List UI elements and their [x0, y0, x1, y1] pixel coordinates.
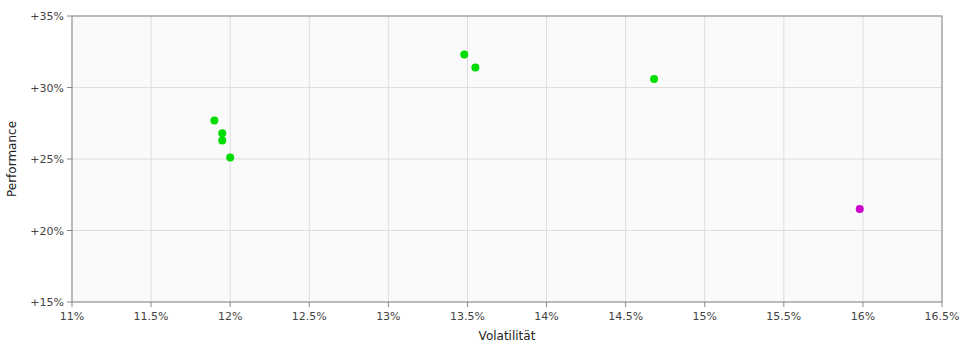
x-tick: [467, 302, 468, 307]
y-tick-label: +25%: [30, 153, 64, 166]
scatter-point: [471, 63, 479, 71]
scatter-point: [460, 51, 468, 59]
x-tick-label: 16.5%: [925, 310, 960, 323]
y-tick: [67, 159, 72, 160]
x-tick: [309, 302, 310, 307]
y-grid-line: [72, 87, 942, 88]
scatter-point: [650, 75, 658, 83]
x-tick: [151, 302, 152, 307]
x-tick: [862, 302, 863, 307]
x-tick: [230, 302, 231, 307]
y-tick: [67, 87, 72, 88]
x-tick-label: 11%: [60, 310, 84, 323]
scatter-point: [856, 205, 864, 213]
x-tick: [625, 302, 626, 307]
y-tick-label: +15%: [30, 296, 64, 309]
x-tick: [72, 302, 73, 307]
y-grid-line: [72, 159, 942, 160]
x-tick-label: 12.5%: [292, 310, 327, 323]
x-tick-label: 13%: [376, 310, 400, 323]
x-tick-label: 16%: [851, 310, 875, 323]
scatter-point: [218, 136, 226, 144]
y-tick-label: +35%: [30, 10, 64, 23]
data-points: [210, 51, 863, 213]
chart-container: 11% 11.5% 12% 12.5% 13% 13.5% 14% 14.5% 15% 15.5%…: [0, 0, 966, 350]
series: [856, 205, 864, 213]
scatter-point: [226, 154, 234, 162]
tick-labels: 11% 11.5% 12% 12.5% 13% 13.5% 14% 14.5% 15% 15.5%…: [30, 10, 959, 323]
series: [210, 51, 658, 162]
y-axis-label: Performance: [5, 121, 19, 197]
y-tick: [67, 16, 72, 17]
y-tick: [67, 230, 72, 231]
scatter-point: [218, 129, 226, 137]
y-tick: [67, 302, 72, 303]
x-tick: [942, 302, 943, 307]
x-tick-label: 12%: [218, 310, 242, 323]
x-tick-label: 14.5%: [608, 310, 643, 323]
x-tick: [704, 302, 705, 307]
y-grid-line: [72, 230, 942, 231]
y-tick-label: +30%: [30, 82, 64, 95]
grid: [72, 16, 942, 302]
x-tick-label: 11.5%: [134, 310, 169, 323]
x-axis-label: Volatilität: [479, 329, 536, 343]
x-tick: [546, 302, 547, 307]
scatter-point: [210, 116, 218, 124]
chart: 11% 11.5% 12% 12.5% 13% 13.5% 14% 14.5% 15% 15.5%…: [0, 0, 966, 350]
plot-background: [72, 16, 942, 302]
x-tick-label: 15.5%: [766, 310, 801, 323]
x-tick-label: 13.5%: [450, 310, 485, 323]
x-tick: [388, 302, 389, 307]
x-tick-label: 15%: [693, 310, 717, 323]
plot-frame: [72, 16, 942, 302]
x-tick-label: 14%: [534, 310, 558, 323]
x-tick: [783, 302, 784, 307]
y-tick-label: +20%: [30, 225, 64, 238]
